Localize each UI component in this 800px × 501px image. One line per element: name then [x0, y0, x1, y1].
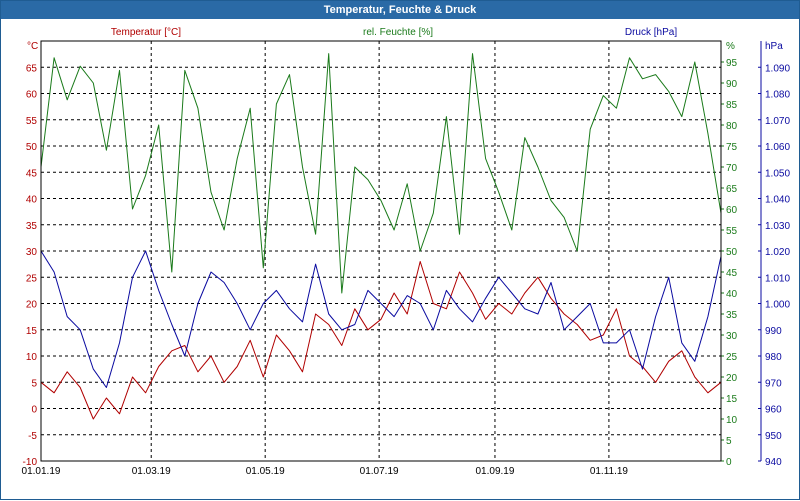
temperature-tick-label: 25 [26, 273, 38, 284]
temperature-tick-label: 0 [31, 405, 37, 416]
pressure-tick-label: 1.000 [765, 300, 790, 311]
temperature-tick-label: 55 [26, 116, 38, 127]
humidity-tick-label: 35 [726, 310, 738, 321]
pressure-tick-label: 990 [765, 326, 782, 337]
temperature-axis-title: Temperatur [°C] [111, 27, 181, 38]
pressure-unit-label: hPa [765, 41, 783, 52]
humidity-tick-label: 65 [726, 184, 738, 195]
temperature-tick-label: 35 [26, 221, 38, 232]
temperature-tick-label: 15 [26, 326, 38, 337]
humidity-tick-label: 55 [726, 226, 738, 237]
x-tick-label: 01.11.19 [590, 466, 629, 477]
humidity-tick-label: 40 [726, 289, 738, 300]
pressure-tick-label: 1.040 [765, 195, 790, 206]
humidity-tick-label: 90 [726, 79, 738, 90]
temperature-tick-label: 45 [26, 168, 38, 179]
humidity-tick-label: 25 [726, 352, 738, 363]
pressure-axis-title: Druck [hPa] [625, 27, 677, 38]
pressure-tick-label: 940 [765, 457, 782, 468]
pressure-tick-label: 1.060 [765, 142, 790, 153]
humidity-tick-label: 95 [726, 58, 738, 69]
humidity-tick-label: 50 [726, 247, 738, 258]
pressure-tick-label: 970 [765, 378, 782, 389]
window-title: Temperatur, Feuchte & Druck [1, 1, 799, 19]
humidity-tick-label: 80 [726, 121, 738, 132]
pressure-tick-label: 1.020 [765, 247, 790, 258]
pressure-tick-label: 1.090 [765, 63, 790, 74]
axis-ticks: 01.01.19 01.03.19 01.05.19 01.07.19 01.09.19… [22, 41, 790, 477]
x-tick-label: 01.05.19 [246, 466, 285, 477]
temperature-unit-label: °C [27, 41, 38, 52]
grid [41, 41, 721, 461]
temperature-tick-label: 65 [26, 63, 38, 74]
pressure-tick-label: 1.080 [765, 90, 790, 101]
temperature-tick-label: -5 [28, 431, 37, 442]
x-tick-label: 01.07.19 [360, 466, 399, 477]
temperature-tick-label: 60 [26, 90, 38, 101]
pressure-tick-label: 1.030 [765, 221, 790, 232]
humidity-tick-label: 45 [726, 268, 738, 279]
humidity-series-line [40, 53, 722, 294]
humidity-tick-label: 15 [726, 394, 738, 405]
humidity-tick-label: 60 [726, 205, 738, 216]
humidity-unit-label: % [726, 41, 735, 52]
humidity-tick-label: 85 [726, 100, 738, 111]
pressure-tick-label: 980 [765, 352, 782, 363]
series-lines [40, 53, 722, 420]
humidity-tick-label: 70 [726, 163, 738, 174]
x-tick-label: 01.09.19 [475, 466, 514, 477]
temperature-tick-label: 40 [26, 195, 38, 206]
x-tick-label: 01.03.19 [132, 466, 171, 477]
x-tick-label: 01.01.19 [22, 466, 61, 477]
humidity-tick-label: 20 [726, 373, 738, 384]
temperature-tick-label: 20 [26, 300, 38, 311]
humidity-tick-label: 30 [726, 331, 738, 342]
pressure-tick-label: 960 [765, 405, 782, 416]
humidity-tick-label: 10 [726, 415, 738, 426]
temperature-tick-label: -10 [23, 457, 38, 468]
humidity-tick-label: 0 [726, 457, 732, 468]
humidity-axis-title: rel. Feuchte [%] [363, 27, 433, 38]
pressure-tick-label: 1.010 [765, 273, 790, 284]
pressure-tick-label: 950 [765, 431, 782, 442]
humidity-tick-label: 5 [726, 436, 732, 447]
humidity-tick-label: 75 [726, 142, 738, 153]
temperature-tick-label: 5 [31, 378, 37, 389]
temperature-tick-label: 50 [26, 142, 38, 153]
plot-frame [40, 40, 722, 462]
pressure-tick-label: 1.070 [765, 116, 790, 127]
pressure-series-line [40, 250, 722, 388]
pressure-tick-label: 1.050 [765, 168, 790, 179]
temperature-series-line [40, 261, 722, 420]
temperature-tick-label: 30 [26, 247, 38, 258]
temperature-tick-label: 10 [26, 352, 38, 363]
